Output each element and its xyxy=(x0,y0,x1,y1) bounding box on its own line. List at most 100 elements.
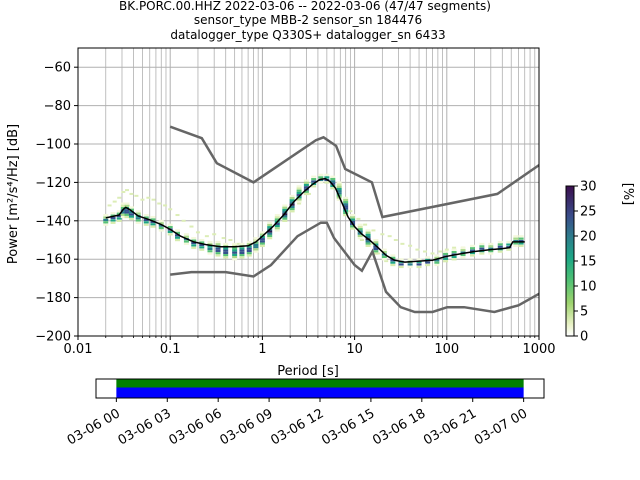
histogram-cell xyxy=(488,250,494,253)
histogram-cell xyxy=(259,233,265,236)
histogram-cell xyxy=(343,205,349,208)
histogram-cell xyxy=(239,251,245,254)
histogram-cell xyxy=(365,244,371,247)
histogram-cell xyxy=(207,245,213,248)
histogram-cell xyxy=(365,242,371,245)
histogram-cell-faint xyxy=(400,242,405,245)
histogram-cell xyxy=(434,256,440,259)
histogram-cell xyxy=(434,254,440,257)
histogram-cell xyxy=(103,221,109,224)
histogram-cell xyxy=(373,245,379,248)
histogram-cell xyxy=(267,226,273,229)
histogram-cell xyxy=(150,218,156,221)
histogram-cell xyxy=(350,227,356,230)
histogram-cell xyxy=(150,225,156,228)
histogram-cell xyxy=(373,241,379,244)
histogram-cell xyxy=(497,240,503,244)
histogram-cell xyxy=(470,251,476,255)
histogram-cell xyxy=(215,240,221,244)
histogram-cell xyxy=(497,245,503,248)
histogram-cell-faint xyxy=(452,246,457,249)
histogram-cell xyxy=(479,242,485,246)
histogram-cell xyxy=(215,243,221,246)
histogram-cell xyxy=(259,242,265,245)
colorbar-tick-label: 10 xyxy=(580,280,597,295)
histogram-cell xyxy=(282,211,288,214)
histogram-cell xyxy=(232,242,238,246)
histogram-cell xyxy=(350,216,356,219)
histogram-cell xyxy=(357,223,363,226)
histogram-cell xyxy=(167,223,173,226)
histogram-cell xyxy=(365,231,371,234)
plot-frame xyxy=(77,47,540,337)
histogram-cell xyxy=(357,232,363,235)
histogram-cell xyxy=(513,237,519,240)
histogram-cell-faint xyxy=(444,248,449,251)
histogram-cell xyxy=(330,177,336,181)
histogram-cell xyxy=(443,257,449,260)
histogram-cell xyxy=(343,207,349,210)
histogram-cell xyxy=(451,258,457,261)
histogram-cell xyxy=(253,237,259,240)
histogram-cell xyxy=(282,208,288,212)
colorbar-tick-label: 20 xyxy=(580,230,597,245)
histogram-cell xyxy=(381,255,387,258)
histogram-cell xyxy=(434,259,440,262)
histogram-cell xyxy=(311,175,317,178)
histogram-cell xyxy=(124,202,130,205)
histogram-cell xyxy=(296,194,302,197)
timeline-tick-label: 03-06 03 xyxy=(116,406,174,448)
histogram-cell xyxy=(143,221,149,224)
histogram-cell-faint xyxy=(204,235,209,238)
x-tick-label: 1 xyxy=(258,342,266,357)
histogram-cell xyxy=(479,252,485,255)
histogram-cell xyxy=(128,210,134,214)
histogram-cell xyxy=(296,187,302,190)
histogram-cell xyxy=(143,223,149,226)
y-tick-label: −140 xyxy=(35,214,71,229)
histogram-cell-faint xyxy=(356,217,361,220)
timeline-coverage xyxy=(116,379,524,398)
histogram-cell xyxy=(311,178,317,181)
histogram-cell xyxy=(183,235,189,238)
timeline-bar-upper xyxy=(116,379,524,388)
histogram-cell xyxy=(289,208,295,211)
histogram-cell xyxy=(289,199,295,202)
histogram-cell xyxy=(175,234,181,237)
y-tick-label: −200 xyxy=(35,330,71,345)
histogram-cell xyxy=(191,241,197,245)
histogram-cell xyxy=(246,240,252,244)
histogram-cell xyxy=(223,251,229,254)
histogram-cell-faint xyxy=(181,219,186,222)
histogram-cell-faint xyxy=(228,239,233,241)
histogram-cell xyxy=(124,204,130,207)
histogram-cell xyxy=(390,263,396,267)
x-tick-label: 1000 xyxy=(522,342,555,357)
histogram-cell xyxy=(343,203,349,206)
histogram-cell xyxy=(274,229,280,232)
histogram-cell xyxy=(381,248,387,251)
histogram-cell xyxy=(443,260,449,263)
histogram-cell xyxy=(215,252,221,255)
histogram-cell xyxy=(120,202,126,205)
histogram-cell xyxy=(223,247,229,250)
histogram-cell-faint xyxy=(306,192,311,195)
histogram-cell xyxy=(513,244,519,247)
colorbar-tick-label: 25 xyxy=(580,205,597,220)
histogram-cell xyxy=(407,265,413,269)
timeline-bar-lower xyxy=(116,387,524,398)
histogram-cell xyxy=(116,210,122,213)
y-tick-label: −180 xyxy=(35,291,71,306)
histogram-cell xyxy=(289,205,295,209)
histogram-cell xyxy=(513,235,519,238)
histogram-cell xyxy=(296,200,302,203)
histogram-cell xyxy=(357,234,363,238)
histogram-cell-faint xyxy=(212,233,217,236)
timeline-tick-label: 03-07 00 xyxy=(472,406,530,448)
histogram-cell xyxy=(365,235,371,239)
histogram-cell xyxy=(116,219,122,222)
histogram-cell xyxy=(282,204,288,207)
histogram-cell xyxy=(199,246,205,249)
histogram-cell xyxy=(191,246,197,249)
